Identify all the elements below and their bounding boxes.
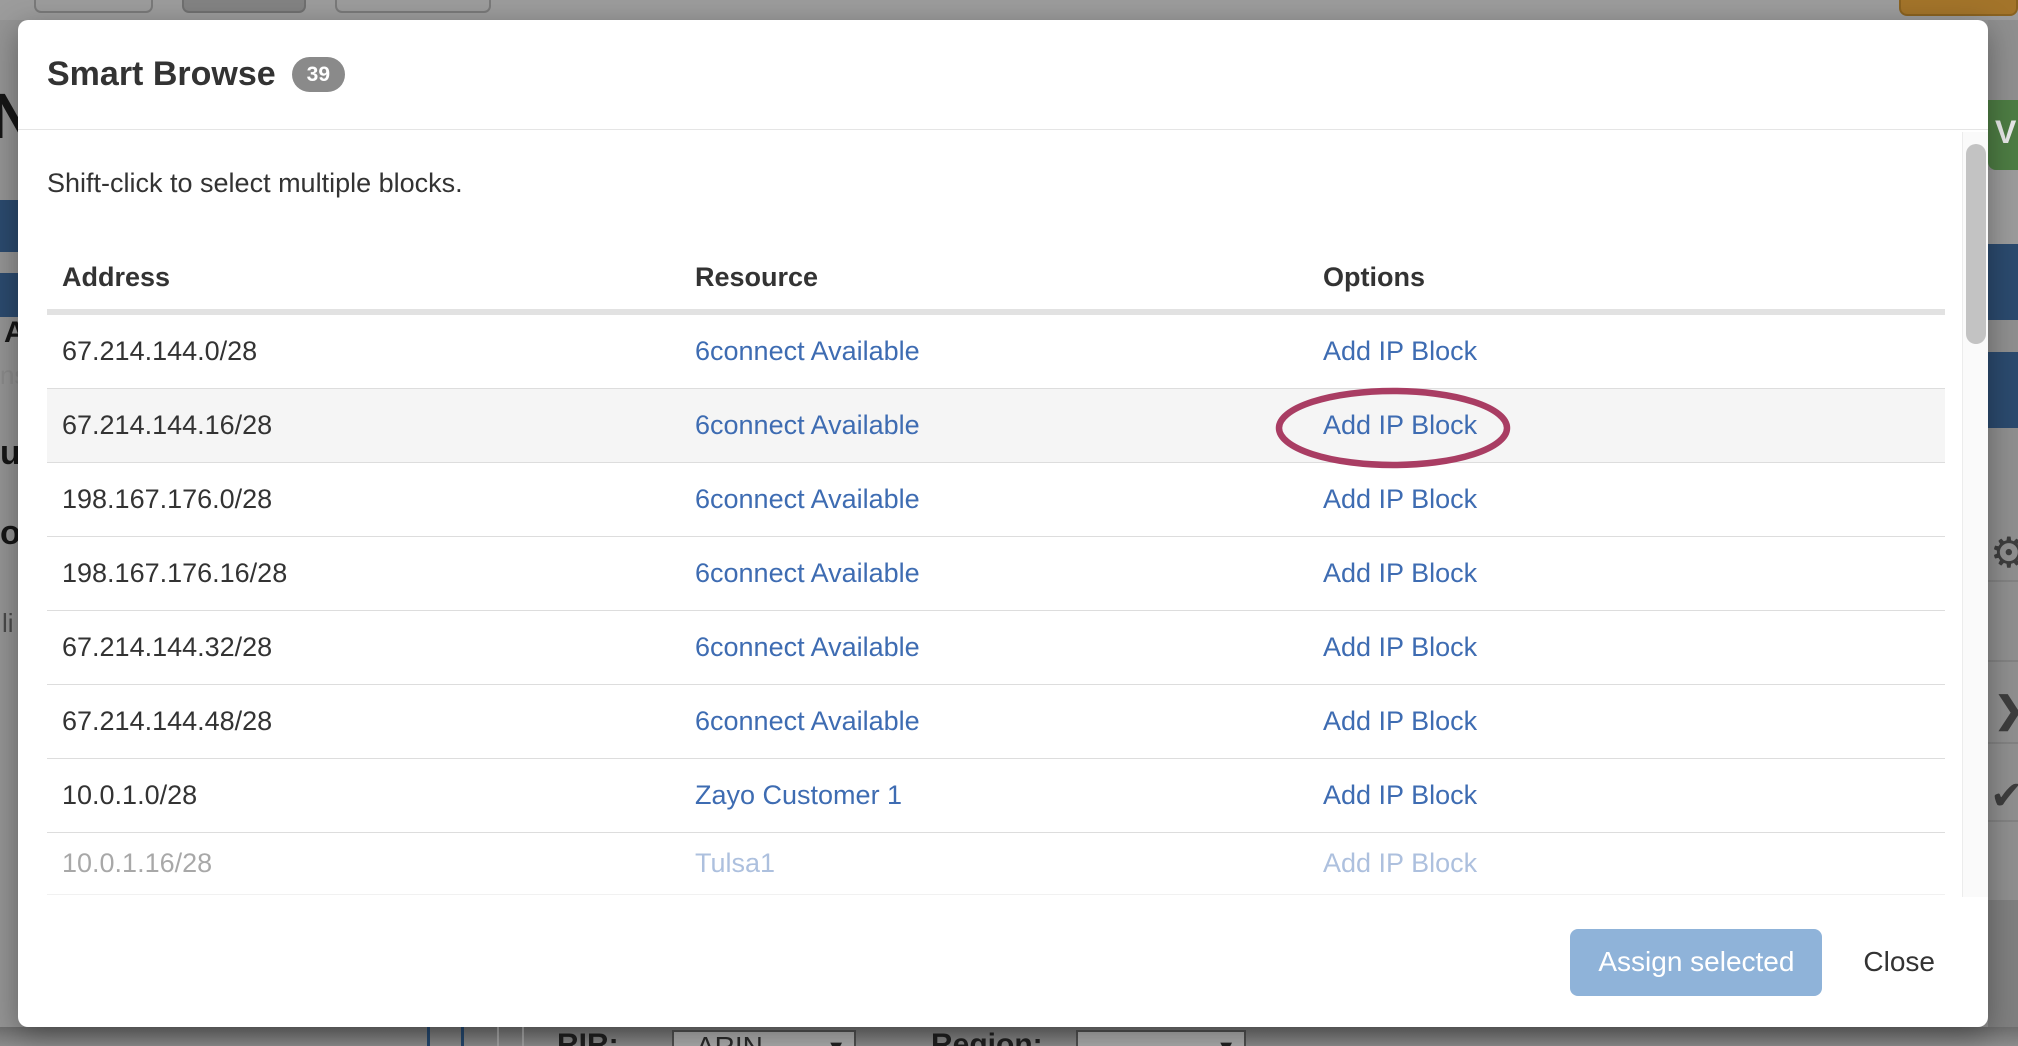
background-navy-band [1988,352,2018,428]
region-select: ▼ [1076,1030,1246,1046]
modal-scrollbar-thumb[interactable] [1966,144,1986,344]
address-cell: 198.167.176.0/28 [62,484,273,514]
modal-header: Smart Browse 39 [18,20,1988,130]
background-orange-button [1899,0,2018,16]
resource-link[interactable]: 6connect Available [695,410,920,440]
table-border-fragment [497,1027,499,1046]
resource-link[interactable]: 6connect Available [695,706,920,736]
background-text-fragment: o [0,514,21,552]
resource-link[interactable]: 6connect Available [695,632,920,662]
check-icon: ✔ [1990,774,2018,818]
address-cell: 67.214.144.48/28 [62,706,273,736]
add-ip-block-link[interactable]: Add IP Block [1323,780,1478,810]
caret-down-icon: ▼ [1216,1033,1236,1046]
table-row-faded[interactable]: 10.0.1.16/28 Tulsa1 Add IP Block [47,833,1945,895]
add-ip-block-link-circled[interactable]: Add IP Block [1323,410,1478,440]
resource-link[interactable]: 6connect Available [695,336,920,366]
rir-label: RIR: [557,1028,619,1046]
background-text-fragment: li [2,608,14,638]
table-header-divider [47,309,1945,315]
column-header-address: Address [62,261,171,292]
rir-select-value: ARIN [696,1031,763,1046]
divider [1988,742,2018,744]
modal-title: Smart Browse [47,55,276,93]
resource-link[interactable]: Tulsa1 [695,848,776,878]
add-ip-block-link[interactable]: Add IP Block [1323,558,1478,588]
background-button [335,0,491,13]
background-top-strip [0,0,2018,20]
gear-icon: ⚙ [1990,529,2018,576]
background-right-strip: V ⚙ ❯ ✔ [1988,20,2018,1027]
table-row[interactable]: 67.214.144.0/28 6connect Available Add I… [47,315,1945,389]
background-text-fragment: u [0,434,21,472]
background-navy-band [0,200,19,252]
close-button[interactable]: Close [1863,946,1935,977]
table-header-row: Address Resource Options [47,245,1945,309]
column-header-options: Options [1323,261,1425,292]
table-row[interactable]: 198.167.176.16/28 6connect Available Add… [47,537,1945,611]
caret-down-icon: ▼ [826,1033,846,1046]
divider [1988,580,2018,582]
resource-link[interactable]: 6connect Available [695,558,920,588]
region-label: Region: [931,1028,1043,1046]
add-ip-block-link[interactable]: Add IP Block [1323,632,1478,662]
smart-browse-modal: Smart Browse 39 Shift-click to select mu… [18,20,1988,1027]
divider [1988,820,2018,822]
instruction-text: Shift-click to select multiple blocks. [47,168,463,198]
modal-body: Shift-click to select multiple blocks. A… [18,130,1988,897]
address-cell: 198.167.176.16/28 [62,558,288,588]
add-ip-block-link[interactable]: Add IP Block [1323,484,1478,514]
count-badge: 39 [291,57,345,92]
table-border-fragment [427,1027,430,1046]
add-ip-block-link[interactable]: Add IP Block [1323,848,1478,878]
background-gray-gap [1988,170,2018,244]
background-navy-band [0,273,19,317]
table-row[interactable]: 67.214.144.48/28 6connect Available Add … [47,685,1945,759]
background-green-button: V [1988,100,2018,170]
address-cell: 67.214.144.32/28 [62,632,273,662]
background-button [182,0,306,13]
table-row[interactable]: 67.214.144.32/28 6connect Available Add … [47,611,1945,685]
address-cell: 67.214.144.0/28 [62,336,258,366]
rir-select: ARIN ▼ [672,1030,856,1046]
modal-footer: Assign selected Close [18,897,1988,1027]
table-row[interactable]: 10.0.1.0/28 Zayo Customer 1 Add IP Block [47,759,1945,833]
resource-link[interactable]: 6connect Available [695,484,920,514]
background-navy-band [1988,244,2018,320]
background-bottom-strip: RIR: ARIN ▼ Region: ▼ [0,1027,2018,1046]
add-ip-block-link[interactable]: Add IP Block [1323,706,1478,736]
table-row-highlighted[interactable]: 67.214.144.16/28 6connect Available Add … [47,389,1945,463]
background-dark-block [1988,900,2018,1027]
address-cell: 10.0.1.16/28 [62,848,213,878]
resource-link[interactable]: Zayo Customer 1 [695,780,903,810]
divider [1988,660,2018,662]
table-row[interactable]: 198.167.176.0/28 6connect Available Add … [47,463,1945,537]
background-button [34,0,153,13]
table-border-fragment [461,1027,464,1046]
modal-scrollbar-track[interactable] [1962,132,1988,897]
column-header-resource: Resource [695,261,819,292]
chevron-right-icon: ❯ [1994,692,2018,728]
add-ip-block-link[interactable]: Add IP Block [1323,336,1478,366]
assign-selected-button[interactable]: Assign selected [1570,928,1823,996]
address-cell: 10.0.1.0/28 [62,780,198,810]
table-border-fragment [522,1027,524,1046]
address-cell: 67.214.144.16/28 [62,410,273,440]
ip-block-table: Address Resource Options 67.214.144.0/28… [47,245,1945,895]
